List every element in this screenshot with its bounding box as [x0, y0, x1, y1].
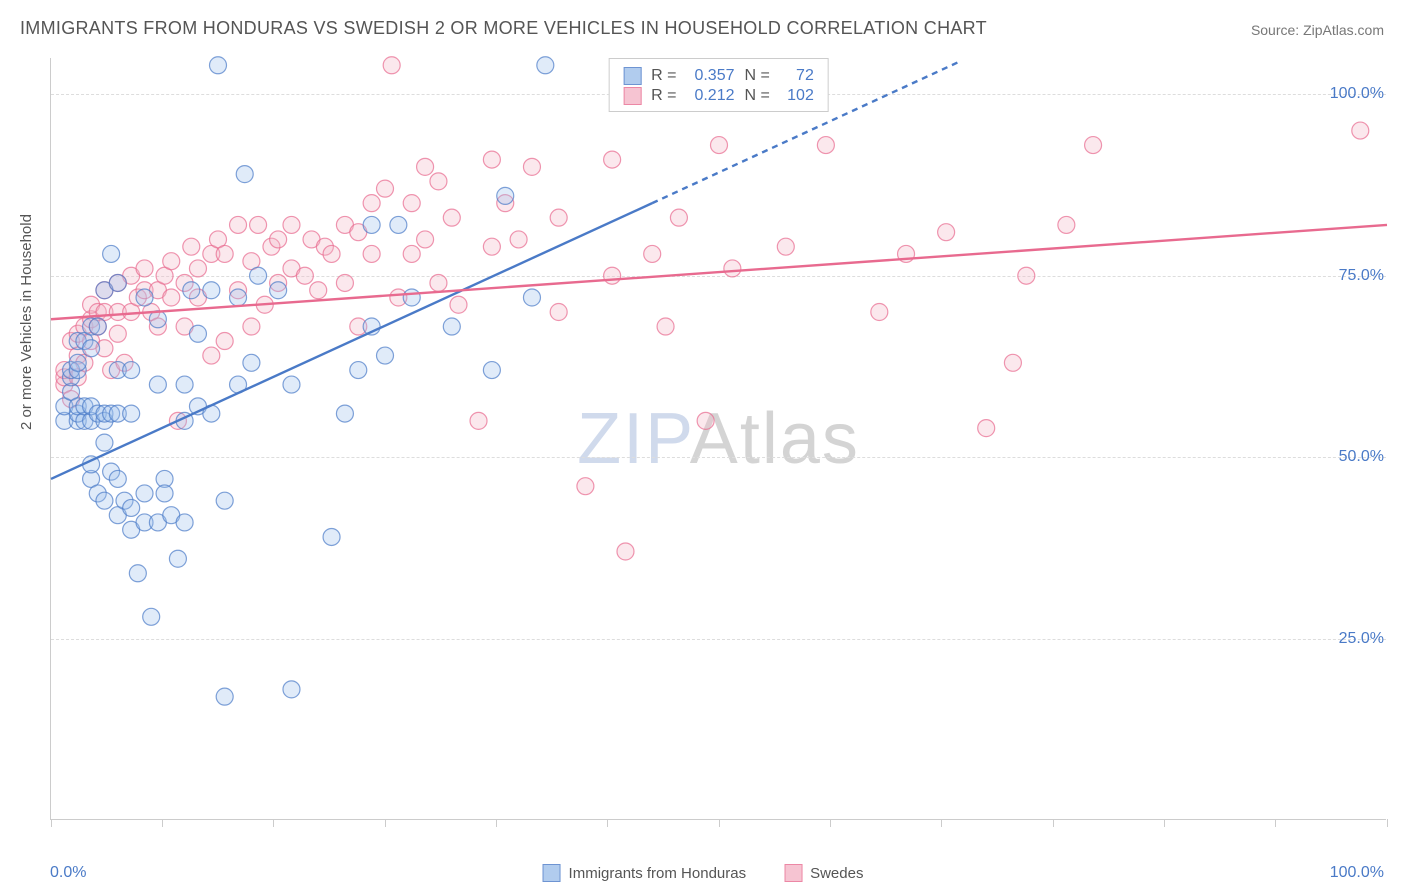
x-tick-label-max: 100.0% — [1330, 864, 1384, 882]
stats-row-b: R = 0.212 N = 102 — [623, 87, 814, 105]
n-value-b: 102 — [780, 87, 814, 105]
swatch-series-a — [543, 864, 561, 882]
r-value-b: 0.212 — [687, 87, 735, 105]
swatch-series-b — [784, 864, 802, 882]
source-attribution: Source: ZipAtlas.com — [1251, 22, 1384, 38]
stats-row-a: R = 0.357 N = 72 — [623, 67, 814, 85]
r-value-a: 0.357 — [687, 67, 735, 85]
y-tick-label: 100.0% — [1330, 85, 1384, 103]
chart-container: IMMIGRANTS FROM HONDURAS VS SWEDISH 2 OR… — [0, 0, 1406, 892]
swatch-series-a — [623, 67, 641, 85]
legend-item-a: Immigrants from Honduras — [543, 864, 747, 882]
legend-label-a: Immigrants from Honduras — [569, 865, 747, 882]
x-tick-label-min: 0.0% — [50, 864, 86, 882]
swatch-series-b — [623, 87, 641, 105]
y-axis-label: 2 or more Vehicles in Household — [18, 214, 35, 430]
y-tick-label: 25.0% — [1339, 630, 1384, 648]
n-label: N = — [745, 87, 770, 105]
plot-area: ZIPAtlas R = 0.357 N = 72 R = 0.212 N = … — [50, 58, 1386, 820]
r-label: R = — [651, 67, 676, 85]
n-label: N = — [745, 67, 770, 85]
scatter-svg — [51, 58, 1386, 819]
legend-item-b: Swedes — [784, 864, 863, 882]
stats-legend-box: R = 0.357 N = 72 R = 0.212 N = 102 — [608, 58, 829, 112]
r-label: R = — [651, 87, 676, 105]
y-tick-label: 75.0% — [1339, 267, 1384, 285]
chart-title: IMMIGRANTS FROM HONDURAS VS SWEDISH 2 OR… — [20, 18, 987, 39]
y-tick-label: 50.0% — [1339, 448, 1384, 466]
bottom-legend: Immigrants from Honduras Swedes — [543, 864, 864, 882]
n-value-a: 72 — [780, 67, 814, 85]
legend-label-b: Swedes — [810, 865, 863, 882]
